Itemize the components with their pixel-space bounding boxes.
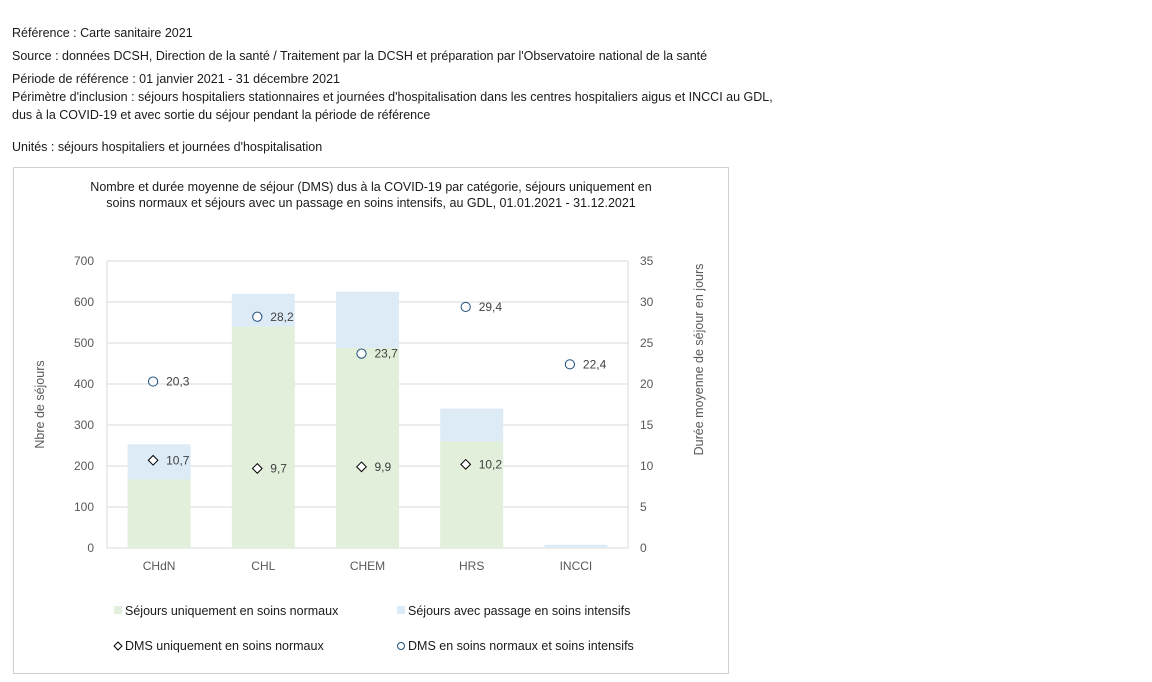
bar-normal-hrs — [440, 441, 504, 548]
legend-dms-total-label: DMS en soins normaux et soins intensifs — [408, 639, 634, 653]
x-tick-label: CHEM — [350, 559, 385, 573]
legend-dms-normal-swatch — [113, 641, 123, 651]
legend-normal-stays-label: Séjours uniquement en soins normaux — [125, 604, 339, 618]
source-text: Source : données DCSH, Direction de la s… — [12, 49, 708, 63]
y2-tick-label: 25 — [640, 336, 654, 350]
y-tick-label: 200 — [74, 459, 94, 473]
reference-text: Référence : Carte sanitaire 2021 — [12, 26, 193, 40]
chart-container: Nombre et durée moyenne de séjour (DMS) … — [13, 167, 729, 674]
x-tick-label: CHL — [251, 559, 275, 573]
dms-normal-label: 10,2 — [479, 457, 503, 471]
y-tick-label: 500 — [74, 336, 94, 350]
legend-normal-stays-swatch — [114, 606, 122, 614]
legend-intensive-stays-label: Séjours avec passage en soins intensifs — [408, 604, 630, 618]
dms-total-point-chem — [356, 348, 367, 359]
chart-title-line1: Nombre et durée moyenne de séjour (DMS) … — [90, 180, 651, 194]
y-tick-label: 400 — [74, 377, 94, 391]
y-tick-label: 0 — [87, 541, 94, 555]
legend-dms-normal-label: DMS uniquement en soins normaux — [125, 639, 324, 653]
dms-total-label: 20,3 — [166, 375, 190, 389]
bar-normal-chem — [336, 347, 399, 548]
y-tick-label: 300 — [74, 418, 94, 432]
units-text: Unités : séjours hospitaliers et journée… — [12, 140, 323, 154]
dms-total-point-chdn — [148, 376, 159, 387]
y2-tick-label: 35 — [640, 254, 654, 268]
legend-intensive-stays-swatch — [397, 606, 405, 614]
bar-normal-chdn — [127, 479, 191, 548]
bar-normal-chl — [231, 326, 295, 548]
y-tick-label: 100 — [74, 500, 94, 514]
y2-tick-label: 30 — [640, 295, 654, 309]
dms-total-label: 29,4 — [479, 300, 503, 314]
bar-intensive-chdn — [127, 444, 191, 480]
dms-normal-label: 10,7 — [166, 453, 190, 467]
y-tick-label: 600 — [74, 295, 94, 309]
dms-total-point-hrs — [460, 301, 471, 313]
dms-normal-point-hrs — [460, 458, 472, 470]
y2-tick-label: 0 — [640, 541, 647, 555]
dms-normal-point-chdn — [147, 454, 159, 466]
y2-tick-label: 5 — [640, 500, 647, 514]
y-axis-title: Nbre de séjours — [33, 360, 47, 448]
dms-normal-label: 9,9 — [375, 460, 392, 474]
y2-tick-label: 20 — [640, 377, 654, 391]
chart-title-line2: soins normaux et séjours avec un passage… — [106, 196, 636, 210]
y2-axis-title: Durée moyenne de séjour en jours — [692, 264, 706, 456]
dms-total-label: 28,2 — [270, 310, 294, 324]
x-tick-label: INCCI — [560, 559, 593, 573]
dms-total-point-chl — [252, 311, 263, 322]
x-tick-label: HRS — [459, 559, 484, 573]
bar-intensive-chl — [231, 293, 295, 327]
dms-normal-point-chl — [251, 462, 263, 474]
legend-dms-total-swatch — [397, 642, 405, 650]
x-tick-label: CHdN — [143, 559, 176, 573]
dms-normal-label: 9,7 — [270, 461, 287, 475]
bar-intensive-incci — [544, 544, 608, 548]
y-tick-label: 700 — [74, 254, 94, 268]
combo-chart: Nombre et durée moyenne de séjour (DMS) … — [33, 180, 706, 653]
bar-intensive-hrs — [440, 408, 504, 442]
scope-text-line2: dus à la COVID-19 et avec sortie du séjo… — [12, 108, 431, 122]
dms-total-point-incci — [564, 359, 576, 370]
dms-total-label: 22,4 — [583, 357, 607, 371]
y2-tick-label: 10 — [640, 459, 654, 473]
period-text: Période de référence : 01 janvier 2021 -… — [12, 72, 340, 86]
dms-total-label: 23,7 — [375, 347, 399, 361]
scope-text-line1: Périmètre d'inclusion : séjours hospital… — [12, 90, 773, 104]
bar-intensive-chem — [336, 291, 399, 348]
y2-tick-label: 15 — [640, 418, 654, 432]
dms-normal-point-chem — [355, 461, 368, 473]
